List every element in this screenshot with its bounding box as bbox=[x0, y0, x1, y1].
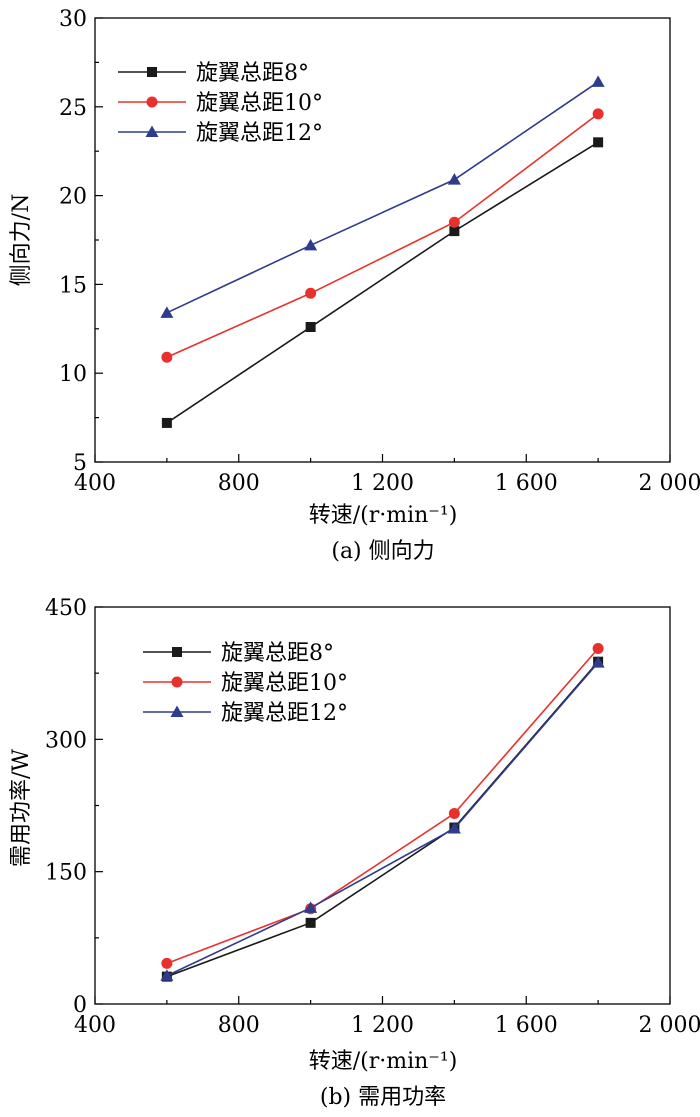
chart-b-x-tick-label: 1 200 bbox=[351, 1013, 414, 1038]
chart-a-series-2-point bbox=[592, 108, 604, 120]
chart-a-series-3-point bbox=[160, 306, 174, 318]
chart-a-y-axis-title: 侧向力/N bbox=[9, 194, 34, 287]
chart-a-x-tick-label: 1 600 bbox=[495, 471, 558, 496]
chart-a-y-tick-label: 15 bbox=[59, 273, 87, 298]
chart-b-series-3-point bbox=[160, 969, 174, 981]
chart-b-x-tick-label: 2 000 bbox=[639, 1013, 700, 1038]
chart-required-power: 转速/(r·min⁻¹) (b) 需用功率 需用功率/W 400 800 1 200… bbox=[9, 596, 700, 1110]
chart-b-series-2-point bbox=[161, 957, 173, 969]
chart-a-legend-label-2: 旋翼总距10° bbox=[196, 91, 323, 116]
chart-b-y-tick-label: 0 bbox=[73, 993, 87, 1018]
chart-a-legend-marker-2 bbox=[146, 96, 158, 108]
chart-b-legend-label-1: 旋翼总距8° bbox=[221, 641, 334, 666]
chart-b-x-axis-title: 转速/(r·min⁻¹) bbox=[309, 1049, 458, 1074]
chart-a-series-3-line bbox=[166, 81, 599, 314]
chart-a-plot-frame bbox=[94, 17, 671, 463]
chart-a-y-tick-label: 5 bbox=[73, 451, 87, 476]
chart-a-series-2-point bbox=[305, 287, 317, 299]
chart-b-series-3-line bbox=[166, 662, 599, 977]
chart-a-series-1-line bbox=[166, 141, 599, 424]
chart-a-legend-label-3: 旋翼总距12° bbox=[196, 121, 323, 146]
chart-b-series-1-point bbox=[305, 917, 316, 928]
chart-a-x-tick-label: 800 bbox=[218, 471, 260, 496]
chart-b-x-tick-label: 1 600 bbox=[495, 1013, 558, 1038]
chart-b-series-3-point bbox=[591, 656, 605, 668]
chart-b-caption: (b) 需用功率 bbox=[320, 1085, 446, 1110]
chart-a-y-tick-label: 20 bbox=[59, 185, 87, 210]
chart-a-y-tick-label: 25 bbox=[59, 96, 87, 121]
chart-b-y-tick-label: 300 bbox=[45, 728, 87, 753]
chart-a-y-tick-label: 10 bbox=[59, 362, 87, 387]
chart-a-series-1-point bbox=[305, 322, 316, 333]
chart-b-legend-label-2: 旋翼总距10° bbox=[221, 671, 348, 696]
chart-a-legend-marker-3 bbox=[145, 125, 159, 137]
chart-b-series-2-point bbox=[448, 807, 460, 819]
chart-b-legend-marker-2 bbox=[171, 676, 183, 688]
chart-a-x-tick-label: 2 000 bbox=[639, 471, 700, 496]
chart-a-series-1-point bbox=[161, 417, 172, 428]
chart-b-series-3-point bbox=[304, 901, 318, 913]
chart-a-x-tick-label: 400 bbox=[74, 471, 116, 496]
chart-a-series-2-line bbox=[166, 113, 599, 358]
chart-a-legend-label-1: 旋翼总距8° bbox=[196, 61, 309, 86]
chart-lateral-force: 转速/(r·min⁻¹) (a) 侧向力 侧向力/N 400 800 1 200 1 … bbox=[9, 7, 700, 564]
chart-a-caption: (a) 侧向力 bbox=[331, 539, 434, 564]
chart-b-x-tick-label: 800 bbox=[218, 1013, 260, 1038]
chart-a-series-1-point bbox=[449, 226, 460, 237]
chart-b-y-tick-label: 150 bbox=[45, 861, 87, 886]
chart-a-series-3-point bbox=[447, 173, 461, 185]
chart-b-legend-marker-3 bbox=[170, 705, 184, 717]
chart-a-series-2-point bbox=[161, 351, 173, 363]
chart-a-legend-marker-1 bbox=[147, 67, 157, 77]
chart-a-series-3-point bbox=[304, 238, 318, 251]
chart-b-plot-frame bbox=[94, 606, 671, 1005]
chart-a-x-axis-title: 转速/(r·min⁻¹) bbox=[309, 503, 458, 528]
chart-b-series-2-line bbox=[166, 647, 599, 965]
chart-b-x-tick-label: 400 bbox=[74, 1013, 116, 1038]
chart-b-y-tick-label: 450 bbox=[45, 596, 87, 621]
chart-a-series-1-point bbox=[593, 137, 604, 148]
chart-b-legend-label-3: 旋翼总距12° bbox=[221, 701, 348, 726]
chart-b-series-2-point bbox=[592, 642, 604, 654]
chart-a-x-tick-label: 1 200 bbox=[351, 471, 414, 496]
chart-b-legend-marker-1 bbox=[172, 647, 182, 657]
chart-b-y-axis-title: 需用功率/W bbox=[9, 749, 34, 867]
chart-a-series-3-point bbox=[591, 75, 605, 87]
chart-b-series-3-point bbox=[447, 821, 461, 834]
chart-a-y-tick-label: 30 bbox=[59, 7, 87, 32]
chart-a-series-2-point bbox=[448, 216, 460, 228]
